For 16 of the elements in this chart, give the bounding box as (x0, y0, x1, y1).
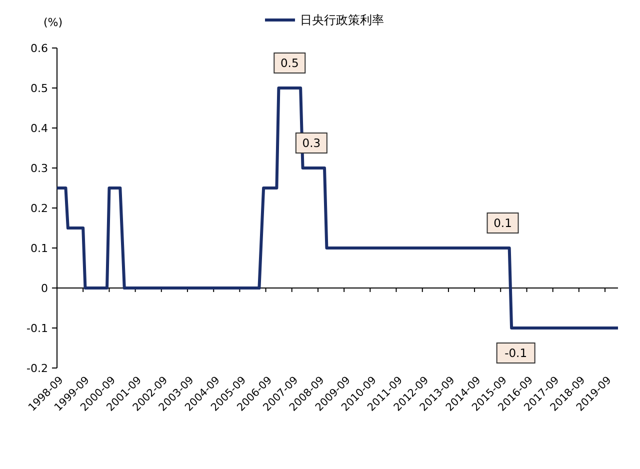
y-tick-label: 0.3 (30, 162, 48, 175)
y-axis-title: (%) (43, 16, 63, 29)
y-tick-label: 0.6 (30, 42, 48, 55)
y-tick-label: 0.1 (30, 242, 48, 255)
annotation: 0.1 (494, 216, 512, 230)
annotation: 0.3 (302, 136, 321, 150)
y-tick-label: 0 (41, 282, 48, 295)
y-tick-label: 0.4 (30, 122, 48, 135)
legend-label: 日央行政策利率 (300, 13, 384, 28)
annotation: 0.5 (280, 56, 299, 70)
y-tick-label: 0.5 (30, 82, 48, 95)
y-tick-label: -0.1 (26, 322, 48, 335)
y-tick-label: 0.2 (30, 202, 48, 215)
y-tick-label: -0.2 (26, 362, 48, 375)
annotation: -0.1 (504, 346, 528, 360)
line-series (56, 86, 620, 330)
